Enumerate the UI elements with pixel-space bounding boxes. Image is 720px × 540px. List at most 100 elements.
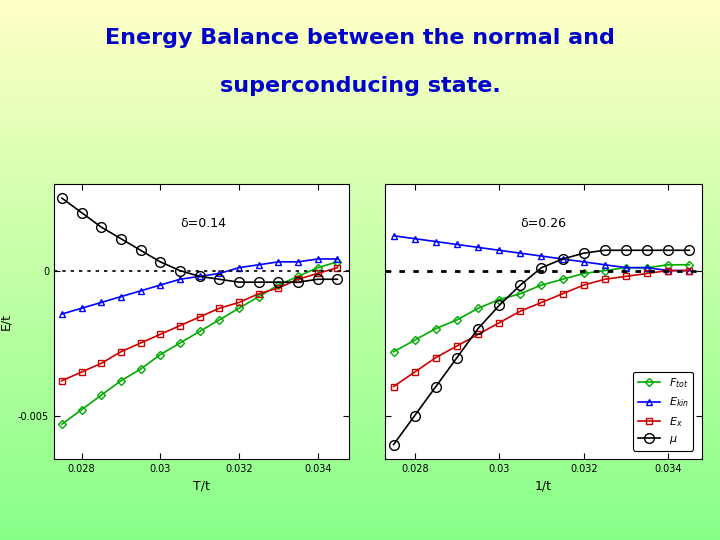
Bar — [0, 143, 720, 146]
Text: superconducing state.: superconducing state. — [220, 76, 500, 97]
Bar — [0, 173, 720, 176]
Bar — [0, 505, 720, 508]
Bar — [0, 383, 720, 386]
Bar — [0, 413, 720, 416]
Bar — [0, 386, 720, 389]
Bar — [0, 84, 720, 86]
Bar — [0, 464, 720, 467]
Bar — [0, 370, 720, 373]
Bar — [0, 486, 720, 489]
Bar — [0, 513, 720, 516]
Bar — [0, 211, 720, 213]
Bar — [0, 475, 720, 478]
Bar — [0, 375, 720, 378]
Bar — [0, 524, 720, 526]
Bar — [0, 181, 720, 184]
Bar — [0, 127, 720, 130]
Bar — [0, 526, 720, 529]
Bar — [0, 397, 720, 400]
Bar — [0, 81, 720, 84]
Bar — [0, 278, 720, 281]
Y-axis label: E/t: E/t — [0, 313, 12, 330]
Bar — [0, 132, 720, 135]
Bar — [0, 343, 720, 346]
Bar — [0, 8, 720, 11]
Bar — [0, 497, 720, 500]
Bar — [0, 537, 720, 540]
Bar — [0, 170, 720, 173]
Bar — [0, 68, 720, 70]
Bar — [0, 5, 720, 8]
Bar — [0, 224, 720, 227]
Bar — [0, 292, 720, 294]
Bar — [0, 332, 720, 335]
Bar — [0, 86, 720, 89]
Bar — [0, 27, 720, 30]
Bar — [0, 378, 720, 381]
Bar — [0, 254, 720, 256]
Bar — [0, 92, 720, 94]
Bar — [0, 251, 720, 254]
Bar — [0, 265, 720, 267]
Bar — [0, 70, 720, 73]
Bar — [0, 437, 720, 440]
Bar — [0, 535, 720, 537]
Bar — [0, 510, 720, 513]
Bar — [0, 243, 720, 246]
Bar — [0, 373, 720, 375]
Bar — [0, 454, 720, 456]
Bar — [0, 418, 720, 421]
Bar — [0, 448, 720, 451]
Bar — [0, 532, 720, 535]
Bar — [0, 65, 720, 68]
Bar — [0, 192, 720, 194]
Bar — [0, 392, 720, 394]
Bar — [0, 516, 720, 518]
Bar — [0, 335, 720, 338]
Bar — [0, 248, 720, 251]
Bar — [0, 116, 720, 119]
Bar — [0, 113, 720, 116]
Bar — [0, 35, 720, 38]
Bar — [0, 359, 720, 362]
Bar — [0, 259, 720, 262]
Bar — [0, 235, 720, 238]
Bar — [0, 148, 720, 151]
Bar — [0, 491, 720, 494]
Bar — [0, 78, 720, 81]
Bar — [0, 421, 720, 424]
Bar — [0, 297, 720, 300]
Bar — [0, 348, 720, 351]
Bar — [0, 467, 720, 470]
Bar — [0, 165, 720, 167]
Bar — [0, 151, 720, 154]
Bar — [0, 186, 720, 189]
Bar — [0, 489, 720, 491]
X-axis label: T/t: T/t — [193, 480, 210, 492]
Bar — [0, 289, 720, 292]
Bar — [0, 324, 720, 327]
Bar — [0, 500, 720, 502]
Bar — [0, 502, 720, 505]
Bar — [0, 30, 720, 32]
Bar — [0, 154, 720, 157]
Bar — [0, 362, 720, 364]
Bar — [0, 424, 720, 427]
Bar — [0, 176, 720, 178]
Bar — [0, 16, 720, 19]
Bar — [0, 456, 720, 459]
Bar — [0, 197, 720, 200]
Bar — [0, 381, 720, 383]
Bar — [0, 43, 720, 46]
Bar — [0, 443, 720, 445]
Bar — [0, 97, 720, 100]
Bar — [0, 11, 720, 14]
Bar — [0, 14, 720, 16]
Bar — [0, 400, 720, 402]
Bar — [0, 240, 720, 243]
Text: δ=0.26: δ=0.26 — [521, 217, 567, 230]
Bar — [0, 483, 720, 486]
Bar — [0, 19, 720, 22]
Bar — [0, 351, 720, 354]
Bar — [0, 111, 720, 113]
